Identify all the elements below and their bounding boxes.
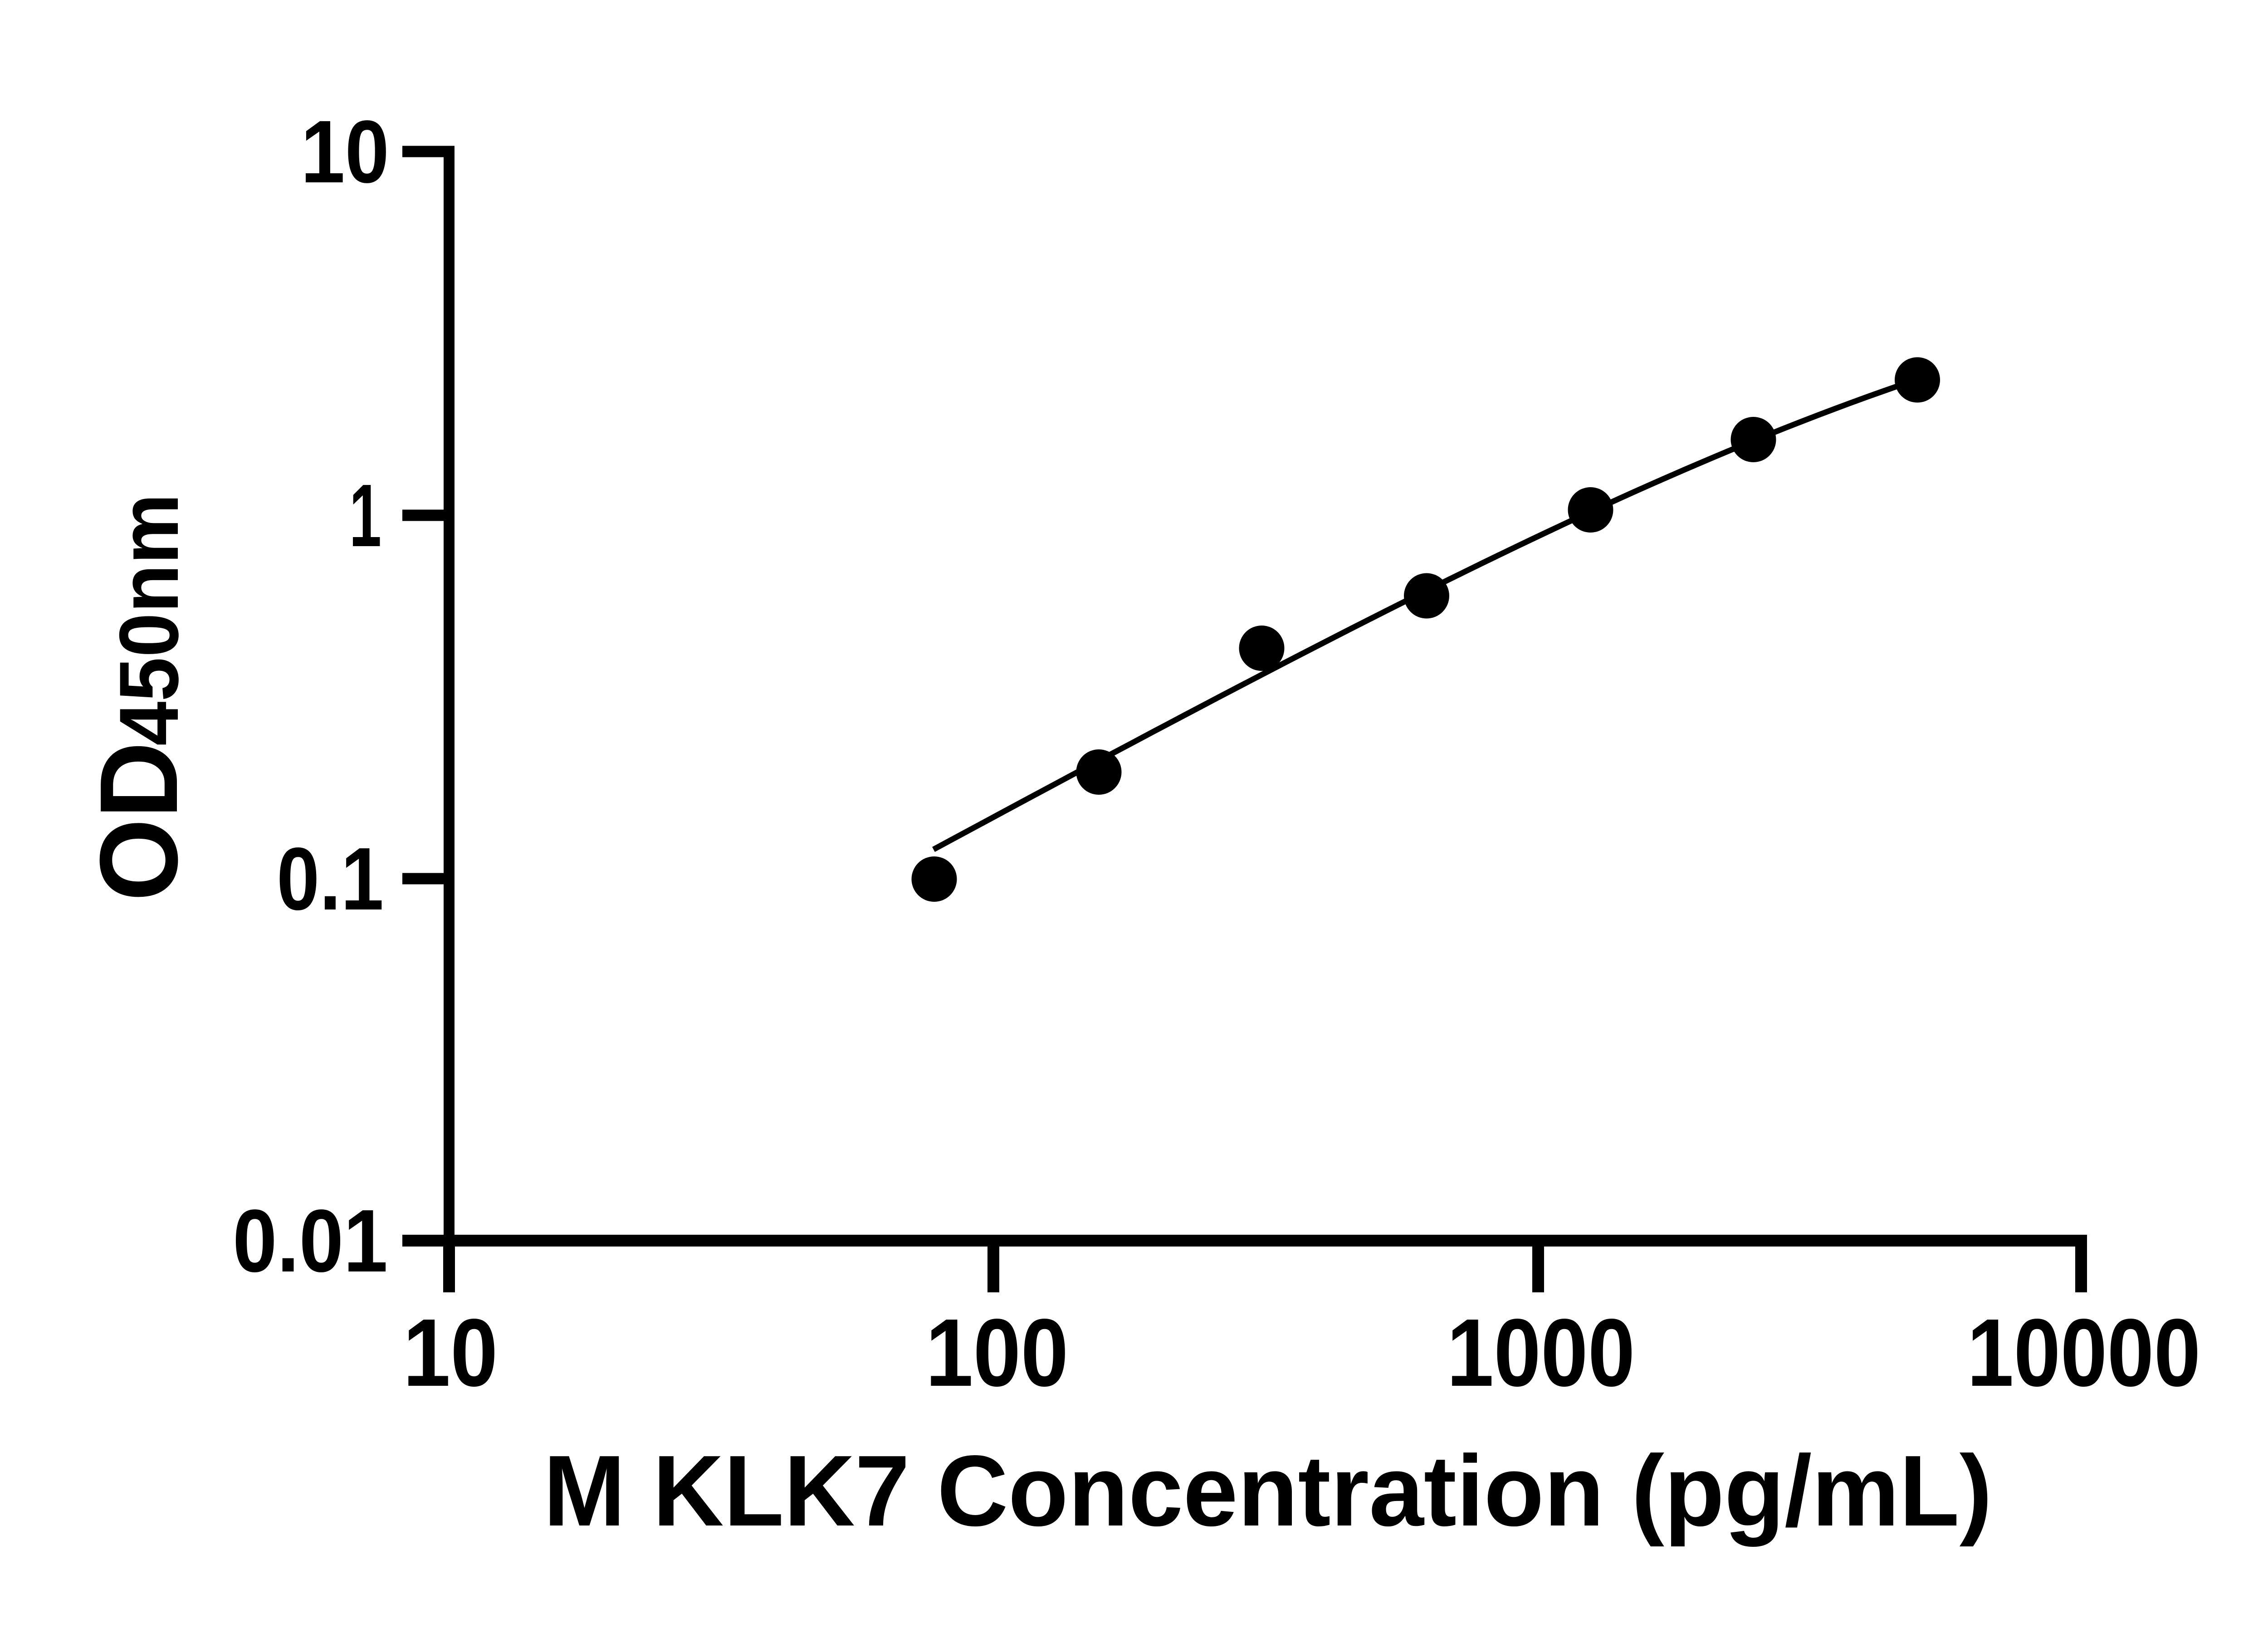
svg-text:0.1: 0.1 <box>277 829 384 929</box>
svg-text:10: 10 <box>403 1299 498 1406</box>
svg-text:100: 100 <box>926 1299 1069 1406</box>
svg-text:1000: 1000 <box>1447 1299 1635 1406</box>
svg-text:M KLK7 Concentration (pg/mL): M KLK7 Concentration (pg/mL) <box>543 1435 1992 1547</box>
svg-text:0.01: 0.01 <box>233 1191 388 1291</box>
svg-text:1: 1 <box>349 466 381 565</box>
svg-text:10000: 10000 <box>1967 1299 2201 1406</box>
svg-text:450nm: 450nm <box>103 494 196 746</box>
svg-text:10: 10 <box>301 102 389 201</box>
svg-text:OD: OD <box>77 742 200 901</box>
